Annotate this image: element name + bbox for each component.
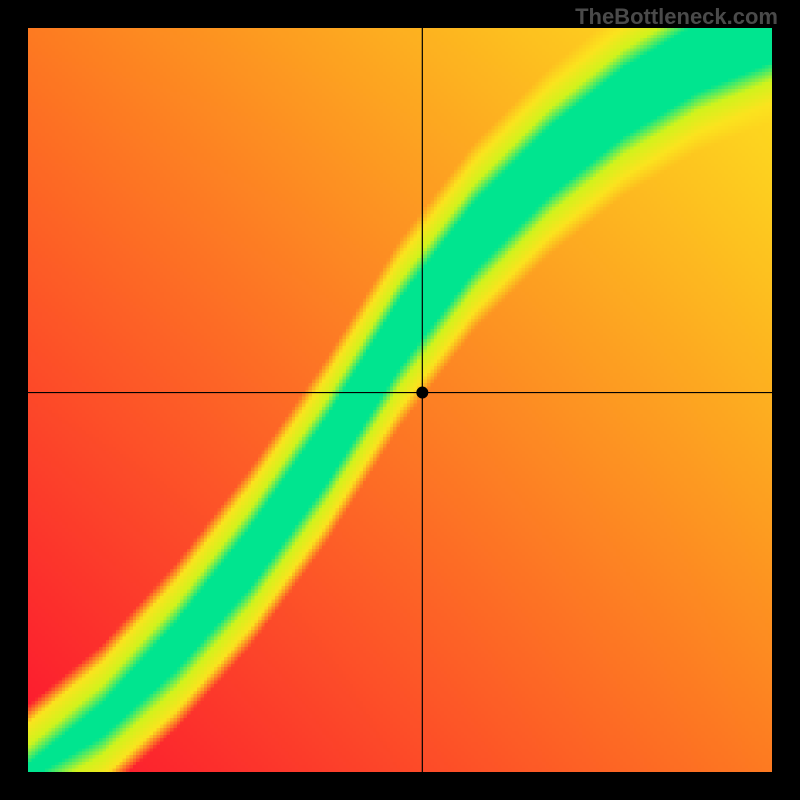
heatmap-canvas [28,28,772,772]
watermark-text: TheBottleneck.com [575,4,778,30]
figure-container: TheBottleneck.com [0,0,800,800]
